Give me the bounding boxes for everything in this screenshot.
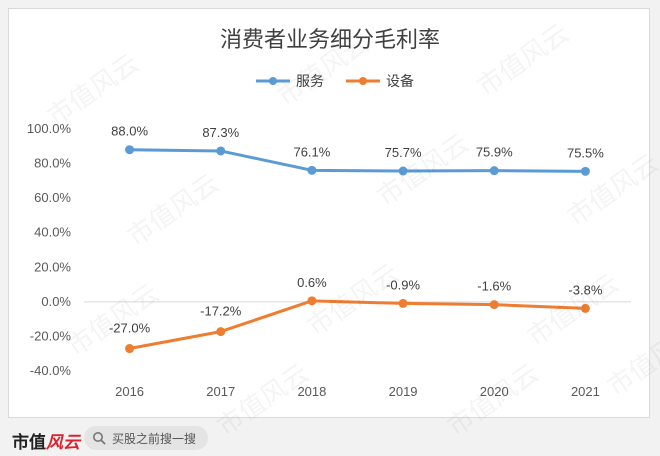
- data-point: [580, 166, 590, 176]
- chart-card: 消费者业务细分毛利率 服务 设备 100.0% 80.0% 60.0% 40.0% 20.…: [8, 8, 650, 418]
- data-point: [125, 344, 135, 354]
- brand-logo: 市值风云: [12, 428, 80, 453]
- x-tick-label: 2019: [389, 384, 418, 399]
- data-label: 88.0%: [111, 124, 148, 139]
- series-line: [129, 148, 586, 173]
- legend-label: 设备: [386, 73, 414, 89]
- legend-label: 服务: [296, 73, 324, 89]
- x-tick-label: 2016: [115, 384, 144, 399]
- search-text: 买股之前搜一搜: [112, 431, 197, 446]
- chart-title: 消费者业务细分毛利率: [220, 27, 440, 52]
- data-label: 75.9%: [476, 145, 513, 160]
- data-label: -27.0%: [109, 321, 151, 336]
- search-button[interactable]: 买股之前搜一搜: [84, 426, 209, 450]
- data-label: -17.2%: [200, 304, 242, 319]
- data-label: 0.6%: [297, 275, 327, 290]
- axes: 100.0% 80.0% 60.0% 40.0% 20.0% 0.0% -20.0% -40.…: [27, 121, 631, 399]
- footer: 市值风云 买股之前搜一搜: [0, 422, 660, 456]
- data-point: [216, 146, 226, 156]
- y-tick-label: 20.0%: [34, 259, 71, 274]
- legend-swatch-marker: [359, 77, 367, 85]
- series-group: 88.0% 87.3% 76.1% 75.7% 75.9% 75.5% -27.0% -17.…: [109, 124, 604, 354]
- y-tick-label: 40.0%: [34, 225, 71, 240]
- data-label: -0.9%: [386, 277, 420, 292]
- series-line: [129, 299, 586, 351]
- legend-swatch-marker: [269, 77, 277, 85]
- data-label: 76.1%: [293, 144, 330, 159]
- x-tick-label: 2021: [571, 384, 600, 399]
- search-icon: [93, 432, 106, 445]
- data-label: 87.3%: [202, 125, 239, 140]
- line-chart: 消费者业务细分毛利率 服务 设备 100.0% 80.0% 60.0% 40.0% 20.…: [27, 27, 631, 399]
- x-tick-label: 2018: [297, 384, 326, 399]
- legend-item-device: 设备: [346, 73, 414, 89]
- data-point: [216, 327, 226, 337]
- data-label: 75.7%: [385, 145, 422, 160]
- data-label: -3.8%: [568, 282, 602, 297]
- y-tick-label: 60.0%: [34, 190, 71, 205]
- y-tick-label: -40.0%: [30, 363, 72, 378]
- y-tick-label: 0.0%: [41, 294, 71, 309]
- data-point: [398, 298, 408, 308]
- data-label: 75.5%: [567, 145, 604, 160]
- y-tick-label: 80.0%: [34, 156, 71, 171]
- data-point: [489, 166, 499, 176]
- legend-item-service: 服务: [256, 73, 324, 89]
- series-service: 88.0% 87.3% 76.1% 75.7% 75.9% 75.5%: [111, 124, 604, 176]
- y-tick-label: 100.0%: [27, 121, 72, 136]
- data-point: [398, 166, 408, 176]
- x-tick-label: 2020: [480, 384, 509, 399]
- x-tick-label: 2017: [206, 384, 235, 399]
- data-point: [125, 145, 135, 155]
- data-point: [580, 303, 590, 313]
- y-tick-label: -20.0%: [30, 328, 72, 343]
- brand-prefix: 市值: [12, 433, 46, 453]
- data-label: -1.6%: [477, 279, 511, 294]
- data-point: [307, 165, 317, 175]
- legend: 服务 设备: [256, 73, 414, 89]
- brand-accent: 风云: [46, 433, 80, 453]
- data-point: [307, 296, 317, 306]
- data-point: [489, 300, 499, 310]
- series-device: -27.0% -17.2% 0.6% -0.9% -1.6% -3.8%: [109, 275, 603, 354]
